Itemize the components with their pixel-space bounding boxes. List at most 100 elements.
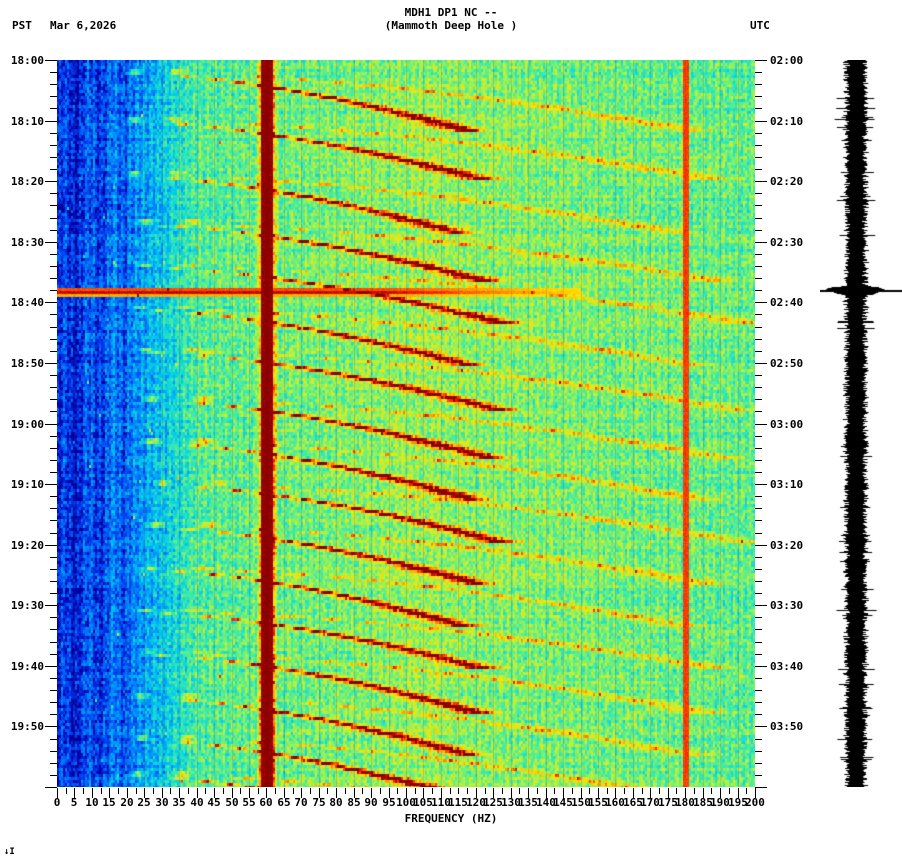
y-axis-tick-left: [45, 605, 57, 606]
x-axis-tick: [240, 788, 241, 794]
y-axis-tick-left: [50, 375, 57, 376]
x-axis-label-75: 75: [312, 796, 326, 809]
x-axis-label-170: 170: [640, 796, 660, 809]
x-axis-tick: [66, 788, 67, 794]
x-axis-tick: [266, 788, 267, 798]
x-axis-label-95: 95: [382, 796, 396, 809]
y-axis-tick-right: [755, 460, 762, 461]
y-axis-label-utc-0200: 02:00: [770, 54, 804, 67]
y-axis-tick-left: [50, 108, 57, 109]
y-axis-tick-right: [755, 751, 762, 752]
y-axis-label-local-1800: 18:00: [10, 54, 44, 67]
station-subtitle: (Mammoth Deep Hole ): [384, 19, 518, 32]
x-axis-tick: [101, 788, 102, 794]
x-axis-tick: [371, 788, 372, 798]
y-axis-label-local-1850: 18:50: [10, 357, 44, 370]
x-axis-label-130: 130: [501, 796, 521, 809]
y-axis-tick-right: [755, 569, 762, 570]
y-axis-label-local-1820: 18:20: [10, 175, 44, 188]
y-axis-tick-right: [755, 327, 762, 328]
x-axis-tick: [668, 788, 669, 798]
y-axis-label-utc-0300: 03:00: [770, 418, 804, 431]
y-axis-tick-right: [755, 205, 762, 206]
y-axis-label-local-1840: 18:40: [10, 296, 44, 309]
seismogram-trace-panel[interactable]: [820, 60, 902, 787]
y-axis-tick-right: [755, 387, 762, 388]
y-axis-tick-right: [755, 424, 767, 425]
x-axis-label-190: 190: [710, 796, 730, 809]
y-axis-label-utc-0320: 03:20: [770, 539, 804, 552]
x-axis-tick: [502, 788, 503, 794]
y-axis-tick-right: [755, 726, 767, 727]
y-axis-label-local-1950: 19:50: [10, 720, 44, 733]
y-axis-tick-left: [50, 193, 57, 194]
x-axis-label-140: 140: [536, 796, 556, 809]
x-axis-tick: [354, 788, 355, 798]
x-axis-tick: [563, 788, 564, 798]
x-axis-tick: [441, 788, 442, 798]
x-axis-tick: [467, 788, 468, 794]
y-axis-tick-right: [755, 484, 767, 485]
y-axis-tick-right: [755, 642, 762, 643]
y-axis-label-utc-0210: 02:10: [770, 115, 804, 128]
y-axis-tick-right: [755, 714, 762, 715]
y-axis-tick-left: [50, 654, 57, 655]
x-axis-tick: [746, 788, 747, 794]
y-axis-tick-right: [755, 157, 762, 158]
y-axis-tick-right: [755, 218, 762, 219]
y-axis-tick-left: [50, 157, 57, 158]
y-axis-tick-left: [50, 533, 57, 534]
y-axis-tick-left: [50, 617, 57, 618]
x-axis-tick: [406, 788, 407, 798]
y-axis-tick-left: [45, 424, 57, 425]
y-axis-tick-left: [50, 399, 57, 400]
y-axis-label-local-1910: 19:10: [10, 478, 44, 491]
y-axis-tick-right: [755, 472, 762, 473]
x-axis-label-195: 195: [728, 796, 748, 809]
x-axis-label-185: 185: [693, 796, 713, 809]
corner-artifact-glyph: ↓Ι: [4, 847, 15, 857]
x-axis-tick: [136, 788, 137, 794]
x-axis-tick: [162, 788, 163, 798]
x-axis-label-125: 125: [483, 796, 503, 809]
y-axis-tick-right: [755, 108, 762, 109]
x-axis-label-55: 55: [242, 796, 256, 809]
x-axis-tick: [624, 788, 625, 794]
x-axis-tick: [188, 788, 189, 794]
y-axis-tick-right: [755, 96, 762, 97]
y-axis-tick-right: [755, 739, 762, 740]
y-axis-tick-right: [755, 145, 762, 146]
x-axis-label-200: 200: [745, 796, 765, 809]
x-axis-tick: [336, 788, 337, 798]
y-axis-tick-left: [50, 266, 57, 267]
y-axis-tick-right: [755, 278, 762, 279]
timezone-left-label: PST: [12, 19, 32, 32]
x-axis-label-0: 0: [53, 796, 61, 809]
y-axis-tick-right: [755, 84, 762, 85]
y-axis-tick-left: [45, 302, 57, 303]
x-axis-label-100: 100: [396, 796, 416, 809]
y-axis-tick-right: [755, 302, 767, 303]
x-axis-tick: [694, 788, 695, 794]
y-axis-tick-left: [45, 666, 57, 667]
x-axis-label-135: 135: [518, 796, 538, 809]
y-axis-tick-left: [50, 581, 57, 582]
y-axis-tick-left: [50, 739, 57, 740]
y-axis-label-local-1830: 18:30: [10, 236, 44, 249]
x-axis-tick: [711, 788, 712, 794]
y-axis-tick-left: [50, 411, 57, 412]
y-axis-tick-right: [755, 533, 762, 534]
y-axis-tick-left: [50, 775, 57, 776]
spectrogram-plot[interactable]: [57, 60, 755, 787]
x-axis-tick: [738, 788, 739, 798]
x-axis-tick: [650, 788, 651, 798]
y-axis-label-local-1920: 19:20: [10, 539, 44, 552]
y-axis-tick-right: [755, 181, 767, 182]
x-axis-tick: [432, 788, 433, 794]
y-axis-tick-left: [50, 751, 57, 752]
x-axis-tick: [179, 788, 180, 798]
x-axis-label-110: 110: [431, 796, 451, 809]
x-axis-label-175: 175: [658, 796, 678, 809]
y-axis-tick-left: [50, 569, 57, 570]
y-axis-tick-left: [50, 339, 57, 340]
